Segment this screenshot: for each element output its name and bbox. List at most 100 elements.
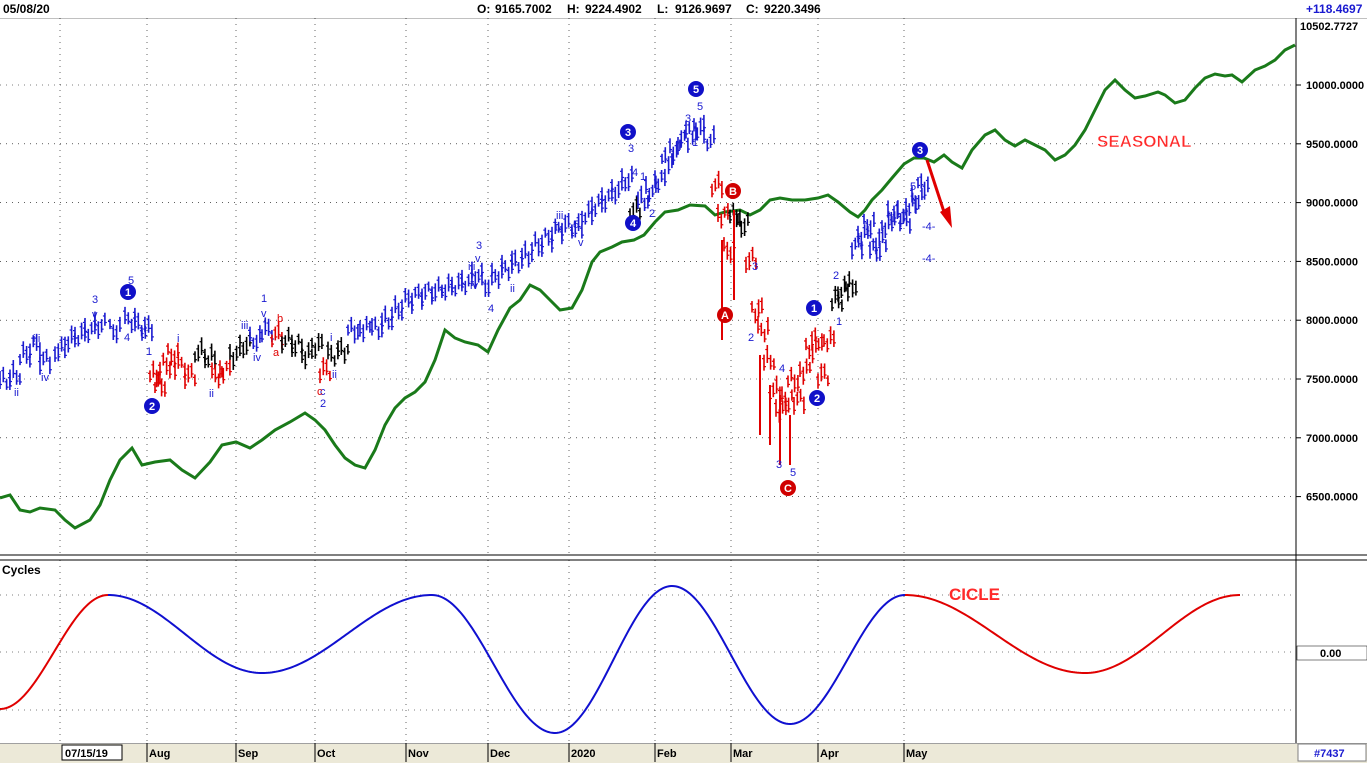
wave-label: 3 [92, 294, 98, 306]
month-label: Dec [490, 748, 510, 760]
month-label: Mar [733, 748, 753, 760]
circled-wave-label [688, 81, 704, 97]
wave-label: 5 [573, 219, 579, 231]
circled-wave-label [625, 215, 641, 231]
wave-label: iv [253, 352, 261, 364]
cycles-title: Cycles [2, 563, 41, 577]
month-label: Sep [238, 748, 258, 760]
wave-label: iv [470, 280, 478, 292]
wave-label: 4 [124, 332, 130, 344]
wave-label: 1 [836, 316, 842, 328]
projection-label: -4- [922, 221, 936, 233]
circled-wave-text: B [729, 186, 737, 198]
circled-wave-label [912, 142, 928, 158]
circled-wave-label [120, 284, 136, 300]
wave-label-red: c [317, 386, 323, 398]
seasonal-line [0, 43, 1296, 530]
circled-wave-label [809, 390, 825, 406]
price-tick-label: 8000.0000 [1306, 315, 1358, 327]
price-tick-label: 6500.0000 [1306, 492, 1358, 504]
wave-label: 5 [910, 181, 916, 193]
wave-labels: iiiiiiv3v541iiiiii1viviiic23iiiivv4iiiii… [14, 81, 936, 496]
wave-label: ii [209, 388, 214, 400]
wave-label: i [177, 333, 179, 345]
wave-label-red: a [273, 347, 280, 359]
wave-label: ii [332, 369, 337, 381]
wave-label: 3 [752, 261, 758, 273]
price-tick-label: 9500.0000 [1306, 139, 1358, 151]
change-value: +118.4697 [1306, 2, 1363, 16]
month-label: Oct [317, 748, 336, 760]
circled-wave-text: 4 [630, 218, 637, 230]
cycles-zero-label: 0.00 [1320, 648, 1341, 660]
wave-label: iii [556, 210, 563, 222]
circled-wave-label [144, 398, 160, 414]
time-axis [0, 743, 1367, 763]
wave-label: 2 [320, 398, 326, 410]
circled-wave-text: C [784, 483, 792, 495]
circled-wave-text: 2 [149, 401, 155, 413]
month-label: May [906, 748, 928, 760]
time-axis-labels: 07/15/19 Aug Sep Oct Nov Dec 2020 Feb Mar Apr May… [61, 743, 1367, 762]
projection-label: -4- [922, 253, 936, 265]
circled-wave-label-red [717, 307, 733, 323]
close-value: 9220.3496 [764, 2, 821, 16]
cycle-grid [0, 560, 1296, 743]
price-tick-label: 7000.0000 [1306, 433, 1358, 445]
seasonal-label: SEASONAL [1097, 132, 1191, 151]
wave-label: iii [33, 333, 40, 345]
month-label: Apr [820, 748, 840, 760]
wave-label: i [330, 332, 332, 344]
wave-label: 5 [790, 467, 796, 479]
wave-label: 1 [640, 171, 646, 183]
wave-label: 4 [632, 167, 638, 179]
wave-label: 3 [628, 143, 634, 155]
wave-label: iii [241, 320, 248, 332]
wave-label: v [578, 237, 584, 249]
low-label: L: [657, 2, 669, 16]
wave-label: 3 [476, 240, 482, 252]
ohlc-header: 05/08/20 O: 9165.7002 H: 9224.4902 L: 91… [0, 0, 1367, 19]
price-tick-label: 7500.0000 [1306, 374, 1358, 386]
price-tick-label: 8500.0000 [1306, 256, 1358, 268]
wave-label: 2 [748, 332, 754, 344]
cycle-segment [107, 584, 906, 735]
cycle-label: CICLE [949, 585, 1000, 604]
wave-label: v [475, 253, 481, 265]
high-label: H: [567, 2, 580, 16]
low-value: 9126.9697 [675, 2, 732, 16]
price-axis-top: 10502.7727 [1300, 21, 1358, 33]
projection-arrow [925, 159, 947, 216]
wave-label: 3 [776, 459, 782, 471]
start-date: 07/15/19 [65, 748, 108, 760]
month-label: Nov [408, 748, 430, 760]
wave-label: 5 [697, 101, 703, 113]
bar-date: 05/08/20 [3, 2, 50, 16]
wave-label: 1 [261, 293, 267, 305]
wave-label: ii [14, 387, 19, 399]
wave-label: v [261, 308, 267, 320]
circled-wave-label-red [725, 183, 741, 199]
cycle-segment [0, 594, 109, 710]
wave-label: 5 [128, 275, 134, 287]
wave-label: 1 [146, 346, 152, 358]
wave-label: 3 [685, 113, 691, 125]
circled-wave-label-red [780, 480, 796, 496]
wave-label-red: b [277, 313, 283, 325]
arrow-head [940, 206, 952, 228]
wave-label: 1 [692, 137, 698, 149]
circled-wave-label [806, 300, 822, 316]
price-axis: 10000.0000 9500.0000 9000.0000 8500.0000 800… [1296, 80, 1364, 504]
open-value: 9165.7002 [495, 2, 552, 16]
month-label: Feb [657, 748, 677, 760]
month-label: Aug [149, 748, 170, 760]
month-label: 2020 [571, 748, 595, 760]
circled-wave-text: A [721, 310, 729, 322]
price-tick-label: 9000.0000 [1306, 198, 1358, 210]
wave-label: 2 [649, 208, 655, 220]
circled-wave-label [620, 124, 636, 140]
close-label: C: [746, 2, 759, 16]
circled-wave-text: 1 [125, 287, 131, 299]
circled-wave-text: 3 [917, 145, 923, 157]
